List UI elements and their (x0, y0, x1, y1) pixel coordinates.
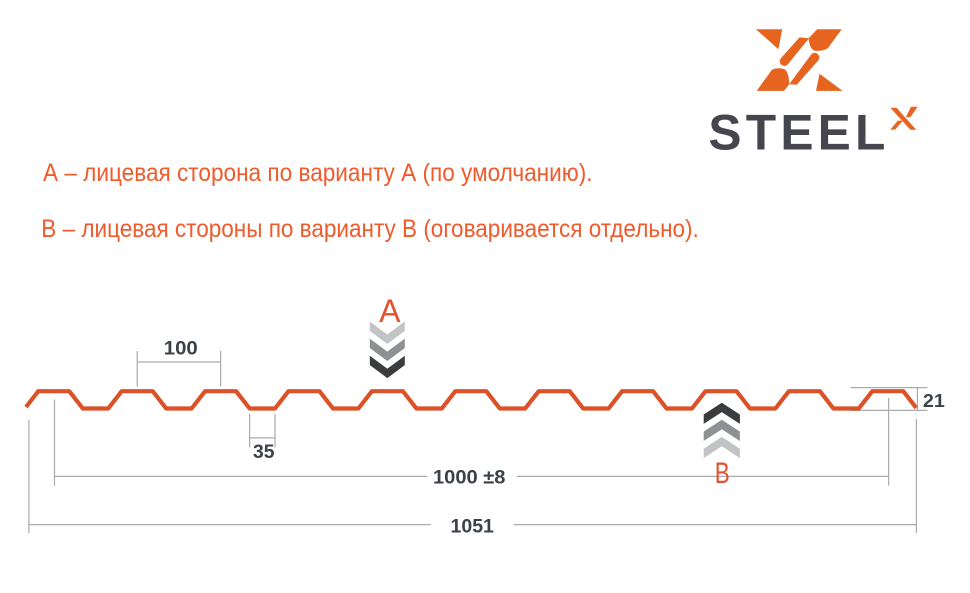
svg-text:STEEL: STEEL (708, 105, 885, 161)
svg-text:B: B (715, 457, 730, 490)
svg-text:В – лицевая стороны по вариант: В – лицевая стороны по варианту В (огова… (41, 216, 699, 243)
svg-text:A: A (379, 293, 401, 329)
svg-text:А – лицевая сторона по вариант: А – лицевая сторона по варианту А (по ум… (43, 160, 593, 187)
svg-text:35: 35 (253, 441, 275, 463)
svg-text:100: 100 (164, 338, 198, 360)
svg-text:1051: 1051 (451, 516, 495, 538)
svg-text:1000 ±8: 1000 ±8 (433, 467, 506, 489)
svg-text:21: 21 (923, 391, 945, 411)
